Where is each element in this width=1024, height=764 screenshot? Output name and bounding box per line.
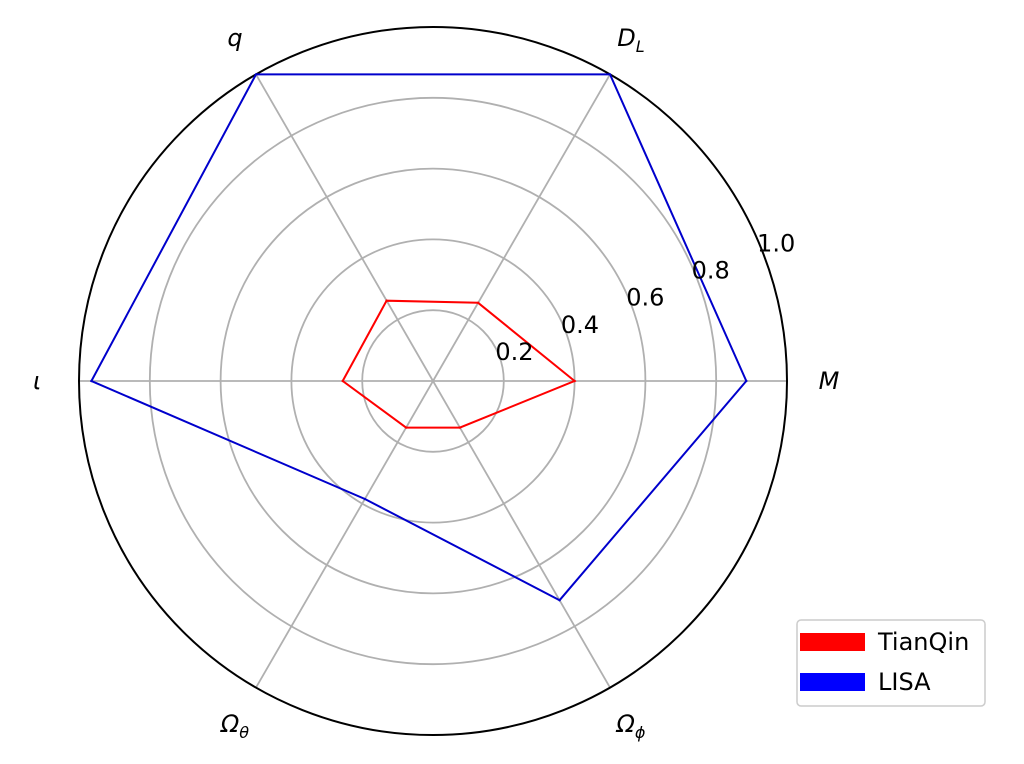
polar-frame: [78, 26, 788, 736]
point-tianqin-D_L: [476, 301, 480, 305]
series-tianqin-line: [341, 299, 577, 429]
radial-tick-label: 1.0: [757, 230, 795, 258]
axis-label-D_L: DL: [617, 24, 644, 56]
radial-tick-label: 0.8: [692, 257, 730, 285]
spoke-D_L: [432, 73, 611, 382]
legend-label-lisa: LISA: [878, 668, 931, 696]
point-lisa-Omega_phi: [558, 598, 561, 602]
legend-label-tianqin: TianQin: [877, 628, 969, 656]
axis-label-sub: L: [636, 37, 645, 56]
grid-layer: [78, 26, 788, 736]
axis-label-iota: ι: [33, 367, 41, 395]
axis-label-main: ι: [33, 367, 41, 395]
point-tianqin-M: [573, 379, 576, 383]
spoke-Omega_theta: [255, 380, 434, 689]
spoke-q: [255, 73, 434, 382]
radial-tick-label: 0.2: [495, 338, 533, 366]
legend: TianQin LISA: [796, 619, 986, 707]
axis-label-sub: ϕ: [635, 723, 646, 742]
point-tianqin-iota: [341, 379, 344, 383]
point-tianqin-Omega_theta: [404, 426, 408, 429]
spoke-Omega_phi: [432, 380, 611, 689]
axis-label-sub: θ: [239, 723, 249, 742]
axis-label-M: M: [819, 367, 840, 395]
point-lisa-q: [254, 73, 258, 76]
axis-label-main: q: [227, 24, 242, 52]
axis-label-main: Ω: [220, 710, 240, 738]
radial-tick-label: 0.4: [561, 311, 599, 339]
axis-label-main: M: [819, 367, 840, 395]
axis-label-main: Ω: [616, 710, 636, 738]
series-layer: [90, 73, 748, 602]
legend-swatch-tianqin: [800, 633, 865, 651]
legend-swatch-lisa: [800, 673, 865, 691]
point-lisa-M: [745, 379, 748, 383]
axis-label-Omega_phi: Ωϕ: [616, 710, 646, 742]
point-lisa-D_L: [608, 73, 612, 76]
axis-label-Omega_theta: Ωθ: [220, 710, 249, 742]
point-tianqin-q: [385, 299, 388, 302]
point-lisa-Omega_theta: [363, 497, 367, 501]
radial-tick-label: 0.6: [626, 284, 664, 312]
axis-label-q: q: [227, 24, 242, 52]
legend-items: TianQin LISA: [800, 628, 969, 696]
point-tianqin-Omega_phi: [458, 426, 462, 429]
axis-label-main: D: [617, 24, 635, 52]
point-lisa-iota: [90, 379, 93, 383]
